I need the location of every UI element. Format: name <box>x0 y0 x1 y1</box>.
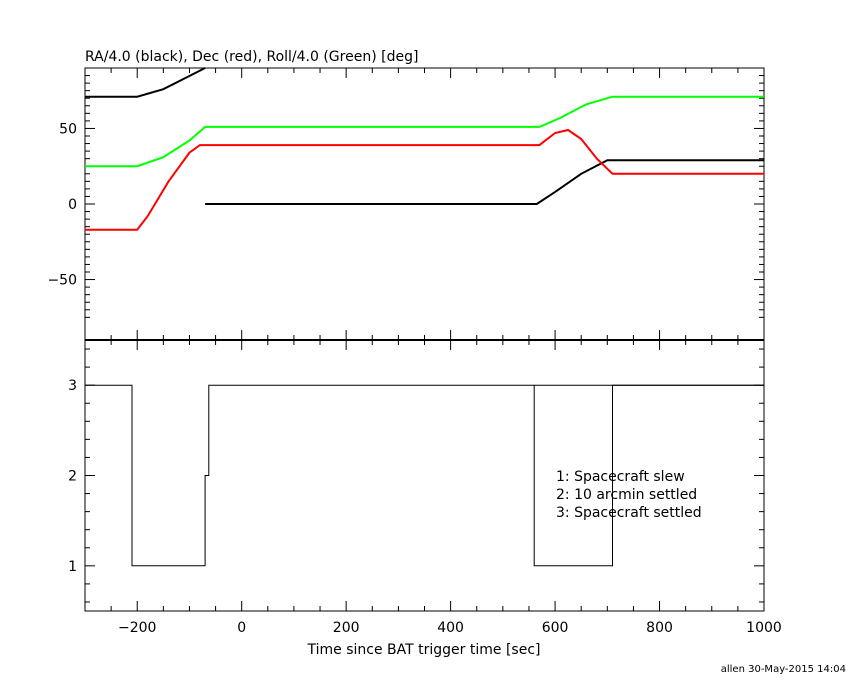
series-line-0-0 <box>85 67 206 98</box>
xtick-label: 200 <box>333 620 360 636</box>
xtick-label: 800 <box>646 620 673 636</box>
bottom-series <box>85 384 764 567</box>
bottom-ytick-label: 3 <box>68 378 77 394</box>
bottom-panel: 1 2 3 −200 0 200 400 600 800 1000 1: Spacecraft s… <box>68 339 782 658</box>
xtick-label: −200 <box>118 620 156 636</box>
top-ytick-label: 0 <box>68 197 77 213</box>
status-step-line-b <box>533 384 764 567</box>
legend: 1: Spacecraft slew 2: 10 arcmin settled … <box>556 469 702 521</box>
x-axis-label: Time since BAT trigger time [sec] <box>307 642 541 658</box>
xtick-label: 600 <box>542 620 569 636</box>
series-line-0-1 <box>205 159 764 205</box>
xtick-label: 0 <box>237 620 246 636</box>
top-panel: RA/4.0 (black), Dec (red), Roll/4.0 (Gre… <box>47 49 765 341</box>
top-ticks: −50 0 50 <box>47 68 765 340</box>
bottom-ytick-label: 2 <box>68 469 77 485</box>
legend-entry-slew: 1: Spacecraft slew <box>556 469 685 485</box>
top-series <box>85 67 764 231</box>
legend-entry-settled: 3: Spacecraft settled <box>556 505 702 521</box>
series-line-2-0 <box>85 95 764 168</box>
bottom-ticks: 1 2 3 −200 0 200 400 600 800 1000 <box>68 340 782 636</box>
top-ytick-label: −50 <box>47 273 77 289</box>
xtick-label: 1000 <box>746 620 782 636</box>
top-title: RA/4.0 (black), Dec (red), Roll/4.0 (Gre… <box>85 49 418 65</box>
footer-stamp: allen 30-May-2015 14:04 <box>721 664 846 675</box>
series-line-1-0 <box>85 128 764 231</box>
status-step-line-a <box>85 384 764 567</box>
bottom-ytick-label: 1 <box>68 559 77 575</box>
top-ytick-label: 50 <box>59 121 77 137</box>
legend-entry-settled-10arcmin: 2: 10 arcmin settled <box>556 487 697 503</box>
xtick-label: 400 <box>437 620 464 636</box>
